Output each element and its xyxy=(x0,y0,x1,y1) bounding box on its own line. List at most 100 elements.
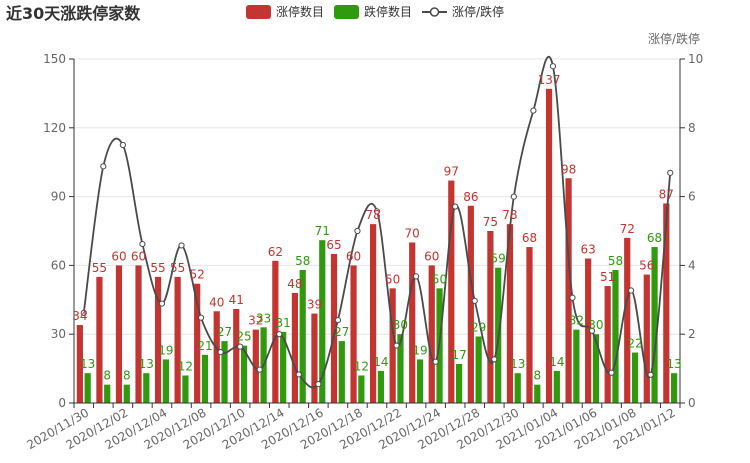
ratio-point xyxy=(393,342,400,349)
right-tick-label: 6 xyxy=(688,190,696,204)
data-label-limit-down: 12 xyxy=(354,359,369,373)
data-label-limit-down: 12 xyxy=(178,359,193,373)
data-label-limit-up: 40 xyxy=(209,295,224,309)
ratio-point xyxy=(628,287,635,294)
ratio-point xyxy=(510,193,517,200)
bar-limit-up xyxy=(350,265,357,403)
data-label-limit-up: 70 xyxy=(405,226,420,240)
data-label-limit-down: 59 xyxy=(491,252,506,266)
data-label-limit-down: 8 xyxy=(533,369,541,383)
bar-limit-up xyxy=(370,224,377,403)
data-label-limit-down: 71 xyxy=(315,224,330,238)
data-label-limit-up: 65 xyxy=(326,238,341,252)
ratio-point xyxy=(295,371,302,378)
data-label-limit-up: 41 xyxy=(229,293,244,307)
left-tick-label: 90 xyxy=(51,190,66,204)
ratio-point xyxy=(119,141,126,149)
bar-limit-down xyxy=(612,269,619,403)
bar-limit-up xyxy=(330,253,338,403)
bar-limit-up xyxy=(233,308,240,403)
data-label-limit-up: 78 xyxy=(365,208,380,222)
bar-limit-down xyxy=(299,269,306,403)
bar-limit-up xyxy=(487,231,494,403)
data-label-limit-down: 30 xyxy=(588,318,603,332)
legend-item-ratio[interactable]: 涨停/跌停 xyxy=(422,4,504,19)
bar-limit-up xyxy=(663,203,670,403)
ratio-point xyxy=(588,327,596,334)
data-label-limit-down: 22 xyxy=(627,337,642,351)
bar-limit-up xyxy=(585,258,592,403)
bar-limit-up xyxy=(643,274,650,403)
bar-limit-down xyxy=(84,373,91,403)
ratio-point xyxy=(276,331,283,338)
data-label-limit-down: 29 xyxy=(471,320,486,334)
data-label-limit-down: 8 xyxy=(103,369,111,383)
left-tick-label: 60 xyxy=(51,258,66,272)
bar-limit-down xyxy=(573,329,580,403)
legend-item-limit-up[interactable]: 涨停数目 xyxy=(246,4,324,19)
data-label-limit-up: 52 xyxy=(190,268,205,282)
data-label-limit-down: 14 xyxy=(373,355,388,369)
bar-limit-up xyxy=(624,237,631,403)
data-label-limit-up: 87 xyxy=(659,187,674,201)
left-tick-label: 150 xyxy=(43,52,66,66)
right-axis: 0 2 4 6 8 10 xyxy=(679,52,703,410)
data-label-limit-up: 75 xyxy=(483,215,498,229)
right-tick-label: 4 xyxy=(688,258,696,272)
bar-limit-down xyxy=(338,341,345,403)
data-label-limit-down: 13 xyxy=(510,357,525,371)
data-label-limit-down: 27 xyxy=(217,325,232,339)
data-label-limit-down: 33 xyxy=(256,311,271,325)
bar-limit-down xyxy=(514,373,521,403)
data-label-limit-up: 56 xyxy=(639,259,654,273)
ratio-point xyxy=(178,242,185,249)
data-label-limit-up: 72 xyxy=(620,222,635,236)
data-label-limit-down: 58 xyxy=(608,254,623,268)
left-tick-label: 0 xyxy=(58,396,66,410)
data-label-limit-down: 50 xyxy=(432,272,447,286)
data-label-limit-down: 25 xyxy=(236,330,251,344)
data-label-limit-down: 68 xyxy=(647,231,662,245)
bar-limit-down xyxy=(651,247,658,403)
bar-limit-down xyxy=(553,370,560,403)
bar-limit-down xyxy=(319,240,326,403)
right-tick-label: 2 xyxy=(688,327,696,341)
ratio-point xyxy=(158,300,166,307)
bar-limit-up xyxy=(506,224,514,403)
data-label-limit-up: 34 xyxy=(72,309,87,323)
data-label-limit-up: 39 xyxy=(307,298,322,312)
ratio-point xyxy=(569,294,576,301)
bar-limit-up xyxy=(154,276,162,403)
bar-limit-down xyxy=(280,331,287,403)
bar-limit-up xyxy=(604,286,611,403)
data-label-limit-down: 8 xyxy=(123,369,131,383)
right-tick-label: 10 xyxy=(688,52,703,66)
legend: 涨停数目 跌停数目 涨停/跌停 xyxy=(246,4,504,19)
data-label-limit-down: 19 xyxy=(412,343,427,357)
ratio-point xyxy=(354,227,361,235)
ratio-point xyxy=(100,163,107,170)
data-label-limit-up: 60 xyxy=(111,249,126,263)
data-label-limit-up: 32 xyxy=(248,314,263,328)
bar-limit-down xyxy=(358,375,365,403)
bar-limit-down xyxy=(240,345,248,403)
legend-item-limit-down[interactable]: 跌停数目 xyxy=(334,4,412,19)
ratio-point xyxy=(491,356,498,363)
bar-limit-up xyxy=(213,311,220,403)
bar-limit-down xyxy=(143,373,150,403)
data-label-limit-up: 78 xyxy=(502,208,517,222)
data-label-limit-down: 30 xyxy=(393,318,408,332)
data-label-limit-down: 27 xyxy=(334,325,349,339)
data-label-limit-up: 55 xyxy=(150,261,165,275)
data-label-limit-up: 97 xyxy=(444,165,459,179)
bar-limit-up xyxy=(389,288,396,403)
data-labels: 3413558608601355195512522140274125323362… xyxy=(72,73,682,383)
data-label-limit-down: 31 xyxy=(276,316,291,330)
bar-limit-down xyxy=(377,370,384,403)
ratio-point xyxy=(432,358,439,365)
ratio-point xyxy=(237,343,244,350)
bar-limit-up xyxy=(96,276,103,403)
bar-limit-down xyxy=(475,336,482,403)
right-axis-label: 涨停/跌停 xyxy=(648,31,700,46)
bar-limit-up xyxy=(76,325,83,403)
